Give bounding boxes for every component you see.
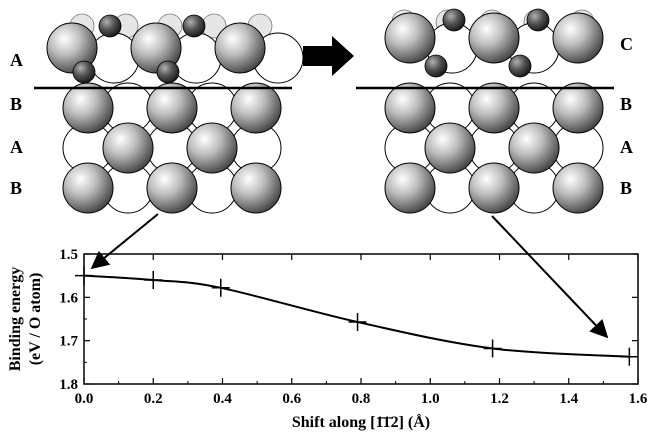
binding-energy-chart: 0.0 0.2 0.4 0.6 0.8 1.0 1.2 1.4 1.6 1.5 1.6 1.7 1.8…	[7, 247, 648, 431]
energy-curve	[83, 274, 630, 358]
bulk-metal-atom	[552, 82, 604, 134]
data-point	[75, 266, 93, 285]
bulk-metal-atom	[186, 122, 238, 174]
bulk-metal-atom	[508, 122, 560, 174]
surface-metal-atom	[384, 12, 436, 64]
bulk-metal-atom	[468, 82, 520, 134]
right-arrow-icon	[303, 36, 354, 76]
data-point	[211, 278, 230, 297]
data-point	[144, 271, 163, 289]
y-tick-label: 1.5	[59, 247, 78, 263]
y-tick-label: 1.7	[59, 334, 78, 350]
right-pointer-arrow	[491, 215, 609, 339]
bulk-metal-atom	[552, 162, 604, 214]
x-axis-label: Shift along [1̄1̄2] (Å)	[292, 413, 430, 431]
right-layer-label-1: C	[620, 34, 633, 54]
oxygen-atom	[526, 8, 550, 32]
surface-metal-atom	[214, 22, 266, 74]
oxygen-atom	[508, 54, 532, 78]
surface-metal-atom	[468, 12, 520, 64]
right-layer-label-2: B	[620, 94, 632, 114]
x-tick-label: 1.6	[629, 391, 648, 407]
bulk-metal-atom	[468, 162, 520, 214]
left-layer-label-3: A	[10, 137, 23, 157]
bulk-metal-atom	[146, 82, 198, 134]
oxygen-atom	[182, 14, 206, 38]
oxygen-atom	[442, 8, 466, 32]
surface-open-atom	[88, 32, 140, 84]
bulk-metal-atom	[384, 162, 436, 214]
bulk-metal-atom	[230, 82, 282, 134]
y-axis-label-line2: (eV / O atom)	[27, 273, 44, 366]
right-slab-model	[356, 8, 614, 214]
data-point	[348, 313, 367, 332]
oxygen-atom	[98, 14, 122, 38]
surface-metal-atom	[130, 22, 182, 74]
oxygen-atom	[156, 60, 180, 84]
right-layer-label-4: B	[620, 178, 632, 198]
x-tick-label: 0.0	[75, 391, 94, 407]
oxygen-atom	[72, 60, 96, 84]
left-pointer-arrow	[90, 213, 159, 270]
data-point	[483, 339, 502, 358]
left-layer-label-4: B	[10, 178, 22, 198]
bulk-metal-atom	[384, 82, 436, 134]
bulk-metal-atom	[102, 122, 154, 174]
x-tick-label: 0.2	[144, 391, 163, 407]
bulk-metal-atom	[146, 162, 198, 214]
data-points	[75, 266, 639, 366]
x-tick-label: 1.4	[559, 391, 578, 407]
bulk-metal-atom	[62, 162, 114, 214]
surface-metal-atom	[552, 12, 604, 64]
oxygen-atom	[424, 54, 448, 78]
bulk-metal-atom	[230, 162, 282, 214]
plot-frame	[83, 253, 639, 385]
x-tick-label: 0.6	[282, 391, 301, 407]
x-tick-label: 1.2	[490, 391, 509, 407]
data-point	[620, 347, 639, 366]
x-tick-label: 1.0	[421, 391, 440, 407]
y-tick-label: 1.8	[59, 377, 78, 393]
right-layer-label-3: A	[620, 137, 633, 157]
bulk-metal-atom	[62, 82, 114, 134]
x-axis-ticks: 0.0 0.2 0.4 0.6 0.8 1.0 1.2 1.4 1.6	[75, 254, 648, 407]
left-layer-label-2: B	[10, 94, 22, 114]
y-tick-label: 1.6	[59, 290, 78, 306]
x-tick-label: 0.8	[352, 391, 371, 407]
surface-metal-atom	[46, 22, 98, 74]
y-axis-label-line1: Binding energy	[7, 267, 24, 371]
left-layer-label-1: A	[10, 50, 23, 70]
x-tick-label: 0.4	[213, 391, 232, 407]
bulk-metal-atom	[424, 122, 476, 174]
left-slab-model	[34, 13, 304, 214]
